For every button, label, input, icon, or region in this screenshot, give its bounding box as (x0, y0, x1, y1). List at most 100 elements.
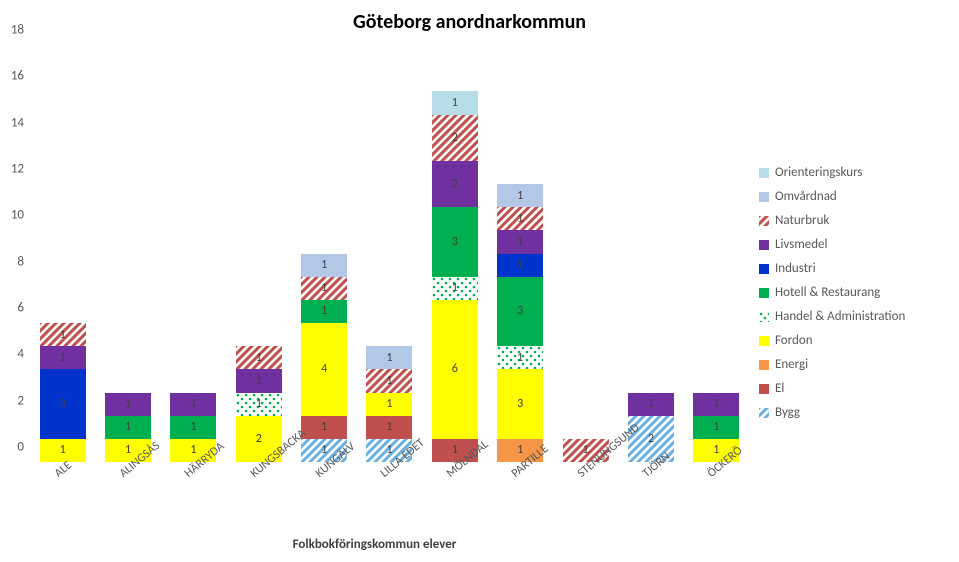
bar-segment-el: 1 (366, 416, 412, 439)
legend-label: Handel & Administration (775, 309, 905, 324)
bar-group: 1 1 1 (693, 45, 739, 462)
y-tick: 8 (17, 254, 24, 269)
bar-segment-value: 1 (321, 420, 327, 434)
bar-segment-naturbruk: 1 (40, 323, 86, 346)
bar-segment-value: 3 (517, 304, 523, 318)
bar-group: 21 (628, 45, 674, 462)
bar-segment-value: 2 (648, 432, 654, 446)
bar-segment-value: 1 (517, 235, 523, 249)
legend-label: Orienteringskurs (775, 165, 863, 180)
plot-area: 1311111111211111411111111161322113131111… (30, 45, 749, 462)
bar-segment-fordon: 3 (497, 369, 543, 438)
legend-swatch (759, 408, 769, 418)
bar-segment-value: 1 (517, 212, 523, 226)
legend-swatch (759, 384, 769, 394)
legend-swatch (759, 264, 769, 274)
bar-segment-fordon: 4 (301, 323, 347, 416)
bars-area: 1311111111211111411111111161322113131111… (30, 45, 749, 462)
y-tick: 0 (17, 440, 24, 455)
bar-segment-value: 1 (452, 281, 458, 295)
bar-segment-value: 1 (190, 443, 196, 457)
legend-swatch (759, 216, 769, 226)
bar-segment-value: 1 (125, 443, 131, 457)
bar-group: 2 1 1 1 (236, 45, 282, 462)
bar-segment-hotell: 1 (105, 416, 151, 439)
legend-item-bygg: Bygg (759, 405, 939, 420)
bar-segment-livsmedel: 1 (105, 393, 151, 416)
bar-segment-naturbruk: 1 (236, 346, 282, 369)
bar-segment-naturbruk: 2 (432, 115, 478, 161)
bar-segment-value: 1 (125, 397, 131, 411)
legend-item-el: El (759, 381, 939, 396)
bar-segment-value: 1 (648, 397, 654, 411)
legend-swatch (759, 360, 769, 370)
bar-group: 1311 (40, 45, 86, 462)
bar-group: 1 (563, 45, 609, 462)
y-tick: 2 (17, 393, 24, 408)
legend-swatch (759, 312, 769, 322)
legend-item-energi: Energi (759, 357, 939, 372)
legend-item-fordon: Fordon (759, 333, 939, 348)
bar-group: 1 3 1 3 1 1 1 1 (497, 45, 543, 462)
bar-segment-value: 3 (452, 235, 458, 249)
bar-segment-fordon: 1 (366, 393, 412, 416)
legend-item-hotell: Hotell & Restaurang (759, 285, 939, 300)
chart-title: Göteborg anordnarkommun (0, 10, 939, 34)
legend-label: Fordon (775, 333, 813, 348)
legend-item-naturbruk: Naturbruk (759, 213, 939, 228)
legend-item-industri: Industri (759, 261, 939, 276)
bar-segment-value: 1 (583, 443, 589, 457)
bar-segment-value: 6 (452, 362, 458, 376)
bar-group: 1 1 1 1 1 (366, 45, 412, 462)
bar-segment-value: 3 (60, 397, 66, 411)
bar-segment-value: 1 (386, 443, 392, 457)
bar-segment-value: 1 (321, 304, 327, 318)
bar-segment-value: 1 (386, 374, 392, 388)
legend-label: Livsmedel (775, 237, 827, 252)
bar-segment-value: 1 (386, 397, 392, 411)
legend-label: Naturbruk (775, 213, 829, 228)
y-tick: 4 (17, 347, 24, 362)
bar-segment-value: 1 (713, 420, 719, 434)
bar-segment-value: 1 (452, 443, 458, 457)
bar-segment-value: 2 (256, 432, 262, 446)
bar-segment-value: 1 (256, 374, 262, 388)
chart-container: Göteborg anordnarkommun 024681012141618 … (0, 10, 939, 552)
bar-segment-naturbruk: 1 (301, 277, 347, 300)
bar-segment-omvardnad: 1 (301, 254, 347, 277)
legend-swatch (759, 336, 769, 346)
bar-segment-value: 1 (713, 397, 719, 411)
x-axis-title: Folkbokföringskommun elever (0, 537, 749, 552)
bar-segment-orient: 1 (432, 91, 478, 114)
bar-segment-value: 1 (60, 328, 66, 342)
bar-segment-value: 1 (517, 443, 523, 457)
bar-segment-livsmedel: 1 (693, 393, 739, 416)
bar-segment-value: 2 (452, 131, 458, 145)
bar-segment-value: 2 (452, 177, 458, 191)
bar-group: 114111 (301, 45, 347, 462)
bar-segment-value: 1 (517, 189, 523, 203)
bar-segment-value: 1 (190, 397, 196, 411)
legend-item-livsmedel: Livsmedel (759, 237, 939, 252)
y-tick: 18 (11, 23, 24, 38)
y-tick: 10 (11, 208, 24, 223)
bar-segment-value: 1 (386, 351, 392, 365)
bar-segment-value: 1 (517, 258, 523, 272)
bar-segment-value: 1 (256, 397, 262, 411)
bar-segment-value: 1 (713, 443, 719, 457)
legend-label: Hotell & Restaurang (775, 285, 880, 300)
bar-segment-value: 3 (517, 397, 523, 411)
legend-swatch (759, 168, 769, 178)
bar-segment-hotell: 1 (693, 416, 739, 439)
bar-segment-value: 1 (517, 351, 523, 365)
bar-segment-industri: 3 (40, 369, 86, 438)
y-tick: 16 (11, 69, 24, 84)
bar-segment-handel: 1 (236, 393, 282, 416)
bar-segment-value: 1 (386, 420, 392, 434)
bar-segment-hotell: 3 (432, 207, 478, 276)
bar-segment-livsmedel: 2 (432, 161, 478, 207)
bar-segment-omvardnad: 1 (497, 184, 543, 207)
bar-segment-livsmedel: 1 (40, 346, 86, 369)
bar-group: 1 6 1 3 2 2 1 (432, 45, 478, 462)
bar-group: 1 1 1 (105, 45, 151, 462)
